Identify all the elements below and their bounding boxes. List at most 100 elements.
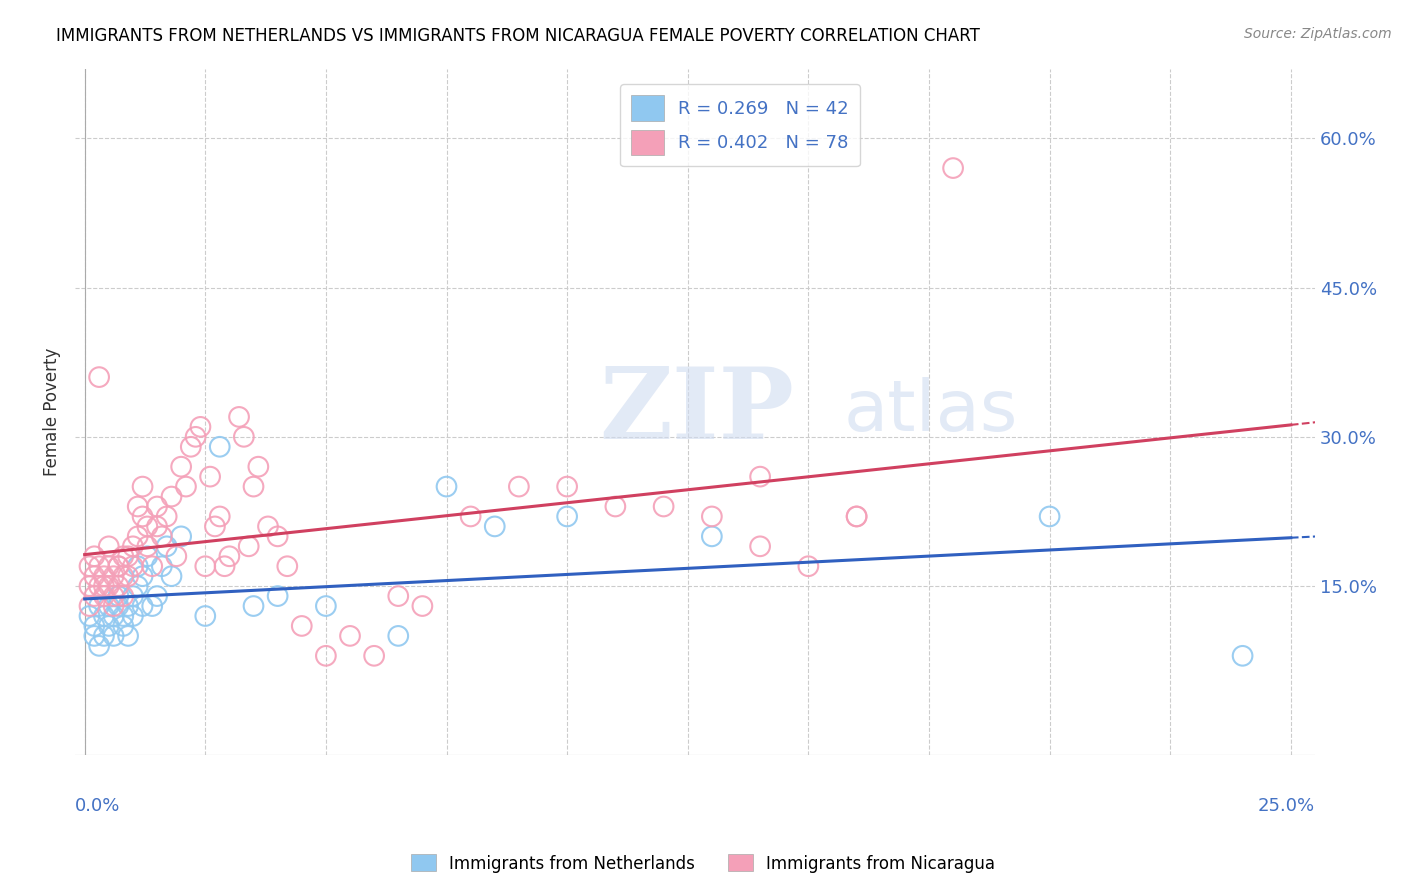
Point	[749, 539, 772, 553]
Point	[122, 559, 145, 574]
Point	[117, 599, 139, 613]
Point	[107, 599, 129, 613]
Point	[93, 609, 115, 624]
Point	[141, 599, 163, 613]
Point	[79, 559, 101, 574]
Point	[156, 539, 179, 553]
Point	[363, 648, 385, 663]
Point	[107, 579, 129, 593]
Point	[83, 549, 105, 564]
Text: ZIP: ZIP	[599, 363, 794, 460]
Point	[127, 579, 149, 593]
Point	[266, 529, 288, 543]
Point	[131, 480, 153, 494]
Point	[165, 549, 187, 564]
Point	[146, 500, 169, 514]
Point	[131, 599, 153, 613]
Point	[117, 549, 139, 564]
Point	[156, 509, 179, 524]
Point	[232, 430, 254, 444]
Point	[131, 509, 153, 524]
Point	[204, 519, 226, 533]
Point	[97, 599, 120, 613]
Point	[198, 469, 221, 483]
Point	[184, 430, 207, 444]
Point	[136, 519, 159, 533]
Point	[107, 589, 129, 603]
Point	[174, 480, 197, 494]
Point	[146, 589, 169, 603]
Point	[107, 559, 129, 574]
Legend: Immigrants from Netherlands, Immigrants from Nicaragua: Immigrants from Netherlands, Immigrants …	[404, 847, 1002, 880]
Point	[436, 480, 458, 494]
Point	[315, 599, 337, 613]
Point	[93, 569, 115, 583]
Point	[218, 549, 240, 564]
Point	[112, 569, 135, 583]
Point	[339, 629, 361, 643]
Point	[103, 599, 125, 613]
Point	[141, 559, 163, 574]
Point	[508, 480, 530, 494]
Point	[89, 559, 111, 574]
Point	[136, 549, 159, 564]
Point	[117, 629, 139, 643]
Point	[97, 579, 120, 593]
Point	[89, 599, 111, 613]
Point	[103, 569, 125, 583]
Text: Source: ZipAtlas.com: Source: ZipAtlas.com	[1244, 27, 1392, 41]
Point	[242, 480, 264, 494]
Point	[150, 559, 173, 574]
Point	[228, 409, 250, 424]
Point	[112, 589, 135, 603]
Point	[103, 609, 125, 624]
Point	[83, 569, 105, 583]
Point	[83, 619, 105, 633]
Point	[160, 569, 183, 583]
Point	[238, 539, 260, 553]
Point	[93, 629, 115, 643]
Point	[1039, 509, 1062, 524]
Point	[214, 559, 236, 574]
Point	[555, 509, 578, 524]
Point	[460, 509, 482, 524]
Point	[208, 509, 231, 524]
Point	[97, 559, 120, 574]
Point	[555, 480, 578, 494]
Text: atlas: atlas	[844, 377, 1018, 446]
Point	[83, 589, 105, 603]
Point	[97, 539, 120, 553]
Point	[411, 599, 433, 613]
Point	[180, 440, 202, 454]
Point	[83, 629, 105, 643]
Point	[146, 519, 169, 533]
Point	[89, 639, 111, 653]
Point	[131, 569, 153, 583]
Point	[103, 629, 125, 643]
Point	[242, 599, 264, 613]
Point	[194, 559, 217, 574]
Point	[107, 559, 129, 574]
Point	[845, 509, 868, 524]
Point	[276, 559, 298, 574]
Point	[93, 589, 115, 603]
Point	[122, 589, 145, 603]
Point	[291, 619, 314, 633]
Point	[266, 589, 288, 603]
Point	[845, 509, 868, 524]
Point	[170, 529, 193, 543]
Point	[97, 619, 120, 633]
Point	[136, 539, 159, 553]
Point	[122, 609, 145, 624]
Point	[208, 440, 231, 454]
Point	[942, 161, 965, 175]
Point	[652, 500, 675, 514]
Point	[89, 370, 111, 384]
Text: 25.0%: 25.0%	[1258, 797, 1315, 814]
Point	[112, 609, 135, 624]
Point	[127, 559, 149, 574]
Point	[257, 519, 280, 533]
Legend: R = 0.269   N = 42, R = 0.402   N = 78: R = 0.269 N = 42, R = 0.402 N = 78	[620, 85, 859, 166]
Point	[127, 500, 149, 514]
Point	[749, 469, 772, 483]
